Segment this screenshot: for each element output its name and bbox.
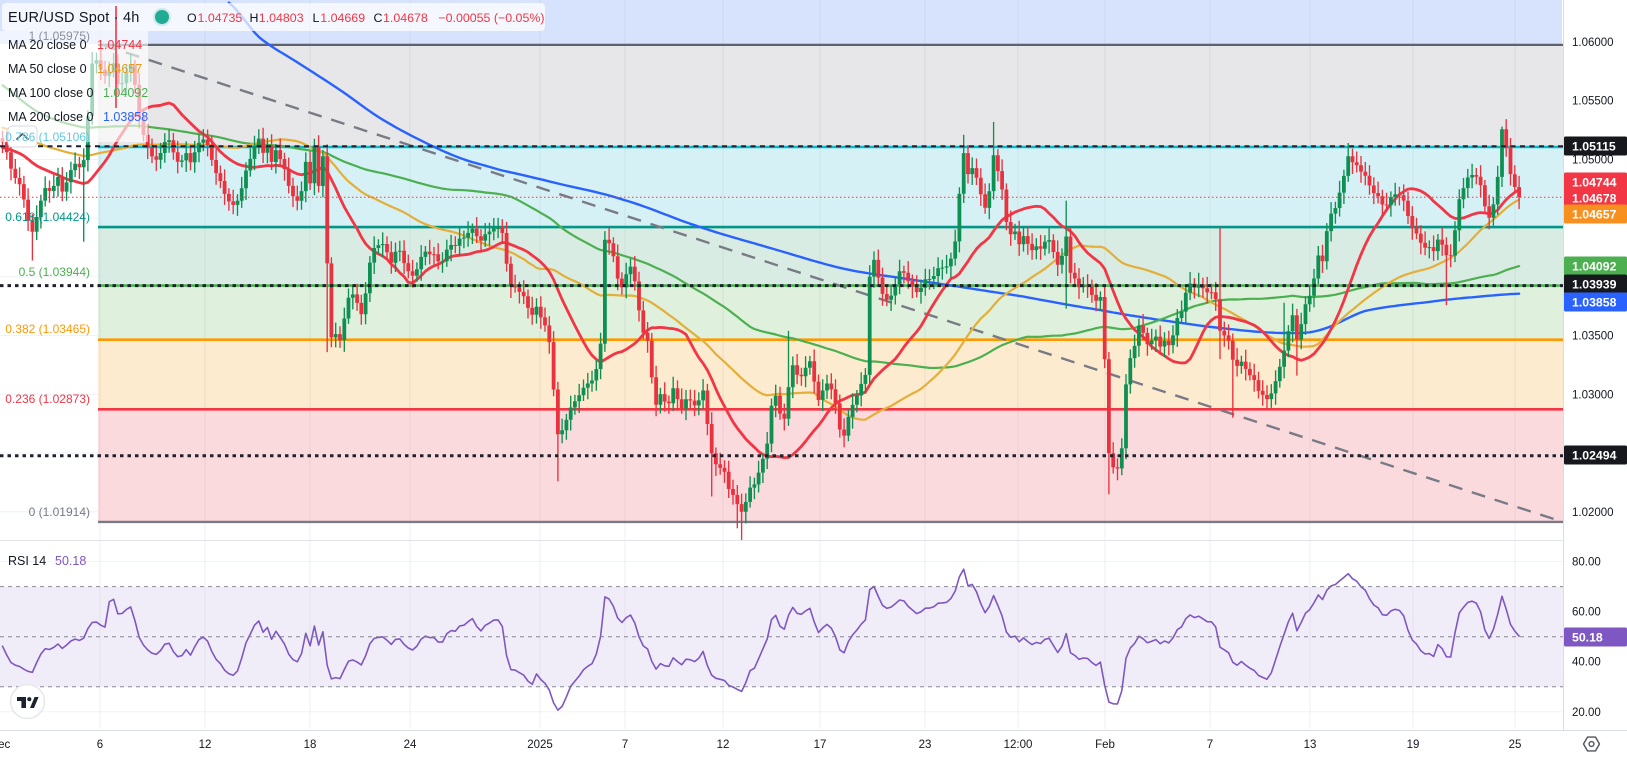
svg-text:1.04744: 1.04744: [97, 38, 142, 52]
svg-text:Feb: Feb: [1095, 739, 1115, 751]
svg-text:1.06000: 1.06000: [1572, 37, 1614, 49]
svg-text:12: 12: [199, 739, 212, 751]
svg-text:1.03500: 1.03500: [1572, 331, 1614, 343]
svg-text:1.04657: 1.04657: [1572, 208, 1617, 222]
svg-text:50.18: 50.18: [55, 554, 86, 568]
svg-text:MA 20 close 0: MA 20 close 0: [8, 38, 87, 52]
svg-text:H: H: [250, 11, 259, 25]
svg-text:25: 25: [1509, 739, 1522, 751]
svg-text:1.04092: 1.04092: [103, 86, 148, 100]
svg-text:2025: 2025: [527, 739, 553, 751]
svg-text:1 (1.05975): 1 (1.05975): [29, 29, 90, 43]
svg-text:1.03858: 1.03858: [103, 110, 148, 124]
svg-text:1.05115: 1.05115: [1572, 140, 1616, 154]
svg-text:0.382 (1.03465): 0.382 (1.03465): [5, 322, 90, 336]
svg-text:1.04669: 1.04669: [320, 11, 365, 25]
svg-text:1.04678: 1.04678: [1572, 192, 1617, 206]
svg-text:−0.00055 (−0.05%): −0.00055 (−0.05%): [438, 11, 544, 25]
svg-text:1.04735: 1.04735: [198, 11, 243, 25]
svg-text:12: 12: [717, 739, 730, 751]
svg-text:23: 23: [919, 739, 932, 751]
svg-text:1.04092: 1.04092: [1572, 260, 1617, 274]
svg-text:1.04657: 1.04657: [97, 62, 142, 76]
svg-text:Dec: Dec: [0, 739, 10, 751]
svg-text:0.5 (1.03944): 0.5 (1.03944): [19, 265, 90, 279]
svg-text:MA 200 close 0: MA 200 close 0: [8, 110, 94, 124]
svg-text:O: O: [187, 11, 197, 25]
svg-text:1.05000: 1.05000: [1572, 154, 1614, 166]
svg-text:0 (1.01914): 0 (1.01914): [29, 505, 90, 519]
svg-text:0.236 (1.02873): 0.236 (1.02873): [5, 392, 90, 406]
svg-text:1.02494: 1.02494: [1572, 449, 1617, 463]
svg-text:1.04803: 1.04803: [259, 11, 304, 25]
svg-text:1.03000: 1.03000: [1572, 389, 1614, 401]
svg-text:1.05500: 1.05500: [1572, 96, 1614, 108]
svg-text:RSI 14: RSI 14: [8, 554, 46, 568]
svg-text:EUR/USD Spot · 4h: EUR/USD Spot · 4h: [8, 10, 140, 26]
svg-text:1.03939: 1.03939: [1572, 278, 1617, 292]
svg-text:7: 7: [622, 739, 628, 751]
svg-text:1.03858: 1.03858: [1572, 296, 1617, 310]
svg-text:1.04678: 1.04678: [383, 11, 428, 25]
svg-text:60.00: 60.00: [1572, 607, 1601, 619]
svg-text:50.18: 50.18: [1572, 631, 1603, 645]
svg-text:L: L: [313, 11, 320, 25]
svg-text:6: 6: [97, 739, 103, 751]
svg-text:0.618 (1.04424): 0.618 (1.04424): [5, 210, 90, 224]
svg-text:80.00: 80.00: [1572, 557, 1601, 569]
svg-text:17: 17: [814, 739, 827, 751]
svg-text:12:00: 12:00: [1004, 739, 1033, 751]
svg-text:18: 18: [304, 739, 317, 751]
svg-text:40.00: 40.00: [1572, 657, 1601, 669]
svg-text:MA 100 close 0: MA 100 close 0: [8, 86, 94, 100]
svg-text:0.786 (1.05106): 0.786 (1.05106): [5, 130, 90, 144]
svg-text:20.00: 20.00: [1572, 707, 1601, 719]
svg-text:MA 50 close 0: MA 50 close 0: [8, 62, 87, 76]
svg-text:7: 7: [1207, 739, 1213, 751]
svg-text:1.04744: 1.04744: [1572, 176, 1617, 190]
svg-text:C: C: [374, 11, 383, 25]
svg-text:1.02000: 1.02000: [1572, 507, 1614, 519]
svg-text:24: 24: [404, 739, 417, 751]
svg-text:19: 19: [1407, 739, 1420, 751]
svg-text:13: 13: [1304, 739, 1317, 751]
